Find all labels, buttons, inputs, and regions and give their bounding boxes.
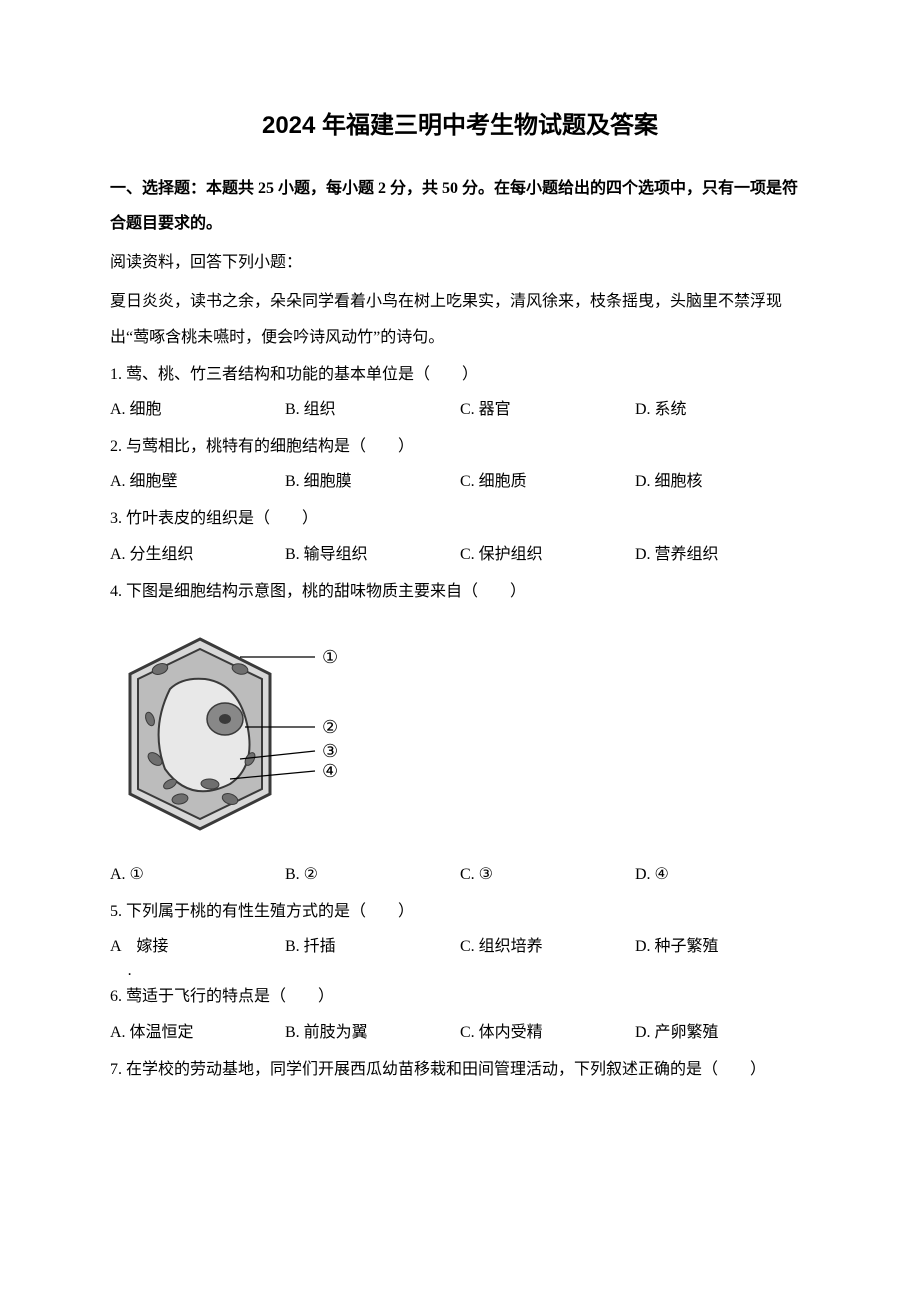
q2-opt-b: B. 细胞膜: [285, 464, 460, 499]
passage-body: 夏日炎炎，读书之余，朵朵同学看着小鸟在树上吃果实，清风徐来，枝条摇曳，头脑里不禁…: [110, 284, 810, 354]
q5-opt-a-label: A: [110, 929, 132, 964]
q6-stem: 6. 莺适于飞行的特点是（ ）: [110, 979, 810, 1014]
q6-opt-b: B. 前肢为翼: [285, 1015, 460, 1050]
q2-stem: 2. 与莺相比，桃特有的细胞结构是（ ）: [110, 429, 810, 464]
q2-opt-c: C. 细胞质: [460, 464, 635, 499]
q4-opt-d: D. ④: [635, 857, 810, 892]
q2-options: A. 细胞壁 B. 细胞膜 C. 细胞质 D. 细胞核: [110, 464, 810, 499]
q3-stem: 3. 竹叶表皮的组织是（ ）: [110, 501, 810, 536]
q5-dot-below: .: [110, 965, 810, 978]
q2-opt-d: D. 细胞核: [635, 464, 810, 499]
q1-opt-c: C. 器官: [460, 392, 635, 427]
svg-text:③: ③: [322, 741, 338, 761]
page-title: 2024 年福建三明中考生物试题及答案: [110, 100, 810, 153]
q6-opt-d: D. 产卵繁殖: [635, 1015, 810, 1050]
q2-opt-a: A. 细胞壁: [110, 464, 285, 499]
svg-text:④: ④: [322, 761, 338, 781]
q1-stem: 1. 莺、桃、竹三者结构和功能的基本单位是（ ）: [110, 357, 810, 392]
q6-opt-c: C. 体内受精: [460, 1015, 635, 1050]
passage-intro: 阅读资料，回答下列小题：: [110, 245, 810, 280]
svg-text:①: ①: [322, 647, 338, 667]
q3-opt-a: A. 分生组织: [110, 537, 285, 572]
q5-opt-d: D. 种子繁殖: [635, 929, 810, 964]
q3-opt-c: C. 保护组织: [460, 537, 635, 572]
q6-options: A. 体温恒定 B. 前肢为翼 C. 体内受精 D. 产卵繁殖: [110, 1015, 810, 1050]
q1-options: A. 细胞 B. 组织 C. 器官 D. 系统: [110, 392, 810, 427]
q3-options: A. 分生组织 B. 输导组织 C. 保护组织 D. 营养组织: [110, 537, 810, 572]
q4-stem: 4. 下图是细胞结构示意图，桃的甜味物质主要来自（ ）: [110, 574, 810, 609]
q4-options: A. ① B. ② C. ③ D. ④: [110, 857, 810, 892]
section-heading: 一、选择题：本题共 25 小题，每小题 2 分，共 50 分。在每小题给出的四个…: [110, 171, 810, 241]
q5-opt-a-text: 嫁接: [136, 938, 168, 955]
svg-text:②: ②: [322, 717, 338, 737]
q4-opt-b: B. ②: [285, 857, 460, 892]
q5-opt-c: C. 组织培养: [460, 929, 635, 964]
q4-opt-c: C. ③: [460, 857, 635, 892]
q5-opt-b: B. 扦插: [285, 929, 460, 964]
q1-opt-b: B. 组织: [285, 392, 460, 427]
q3-opt-b: B. 输导组织: [285, 537, 460, 572]
q5-opt-a: A 嫁接: [110, 929, 285, 964]
q3-opt-d: D. 营养组织: [635, 537, 810, 572]
q5-stem: 5. 下列属于桃的有性生殖方式的是（ ）: [110, 894, 810, 929]
q7-stem: 7. 在学校的劳动基地，同学们开展西瓜幼苗移栽和田间管理活动，下列叙述正确的是（…: [110, 1052, 810, 1087]
q1-opt-d: D. 系统: [635, 392, 810, 427]
q5-options: A 嫁接 B. 扦插 C. 组织培养 D. 种子繁殖: [110, 929, 810, 964]
q4-opt-a: A. ①: [110, 857, 285, 892]
q1-opt-a: A. 细胞: [110, 392, 285, 427]
cell-diagram: ① ② ③④: [110, 619, 810, 849]
q6-opt-a: A. 体温恒定: [110, 1015, 285, 1050]
